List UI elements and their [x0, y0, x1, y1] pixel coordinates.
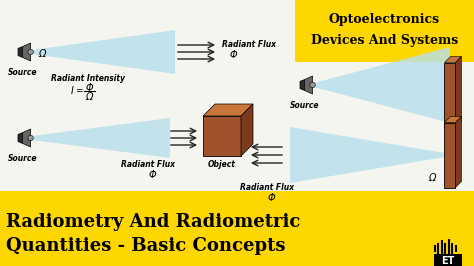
- Text: Radiant Flux: Radiant Flux: [121, 160, 175, 169]
- Polygon shape: [18, 132, 22, 143]
- Text: Source: Source: [290, 101, 320, 110]
- Text: Φ: Φ: [267, 193, 275, 203]
- Polygon shape: [456, 56, 462, 127]
- Polygon shape: [445, 117, 462, 123]
- Circle shape: [28, 135, 33, 141]
- Text: Φ: Φ: [230, 50, 237, 60]
- Text: Radiant Flux: Radiant Flux: [240, 183, 294, 192]
- Text: Source: Source: [8, 68, 38, 77]
- Text: Ω: Ω: [38, 49, 46, 59]
- Polygon shape: [203, 104, 253, 116]
- Polygon shape: [32, 118, 170, 158]
- Polygon shape: [314, 47, 450, 123]
- Text: Radiometry And Radiometric: Radiometry And Radiometric: [6, 213, 301, 231]
- Text: Ω: Ω: [85, 92, 93, 102]
- Bar: [0, 191, 474, 266]
- Text: Object: Object: [208, 160, 236, 169]
- Text: =: =: [75, 86, 83, 95]
- Text: I: I: [71, 86, 73, 96]
- Polygon shape: [18, 47, 22, 57]
- Bar: [434, 254, 462, 266]
- Text: Radiant Flux: Radiant Flux: [222, 40, 276, 49]
- Text: ET: ET: [441, 256, 455, 266]
- Text: Quantities - Basic Concepts: Quantities - Basic Concepts: [6, 237, 285, 255]
- Text: Optoelectronics: Optoelectronics: [329, 13, 440, 26]
- Polygon shape: [456, 117, 462, 188]
- Circle shape: [28, 49, 33, 55]
- Text: Devices And Systems: Devices And Systems: [311, 34, 458, 47]
- Text: Radiant Intensity: Radiant Intensity: [51, 74, 125, 83]
- Polygon shape: [241, 104, 253, 156]
- Text: Φ: Φ: [85, 83, 93, 93]
- Polygon shape: [22, 43, 31, 61]
- Polygon shape: [290, 127, 445, 183]
- Circle shape: [310, 82, 315, 88]
- Text: Source: Source: [8, 154, 38, 163]
- Text: Φ: Φ: [148, 170, 156, 180]
- Bar: [445, 63, 456, 127]
- Polygon shape: [32, 30, 175, 74]
- Polygon shape: [300, 80, 304, 90]
- Bar: [203, 116, 241, 156]
- Bar: [295, 0, 474, 62]
- Bar: [445, 123, 456, 188]
- Polygon shape: [445, 56, 462, 63]
- Text: Ω: Ω: [428, 173, 436, 183]
- Polygon shape: [304, 76, 312, 94]
- Polygon shape: [22, 129, 31, 147]
